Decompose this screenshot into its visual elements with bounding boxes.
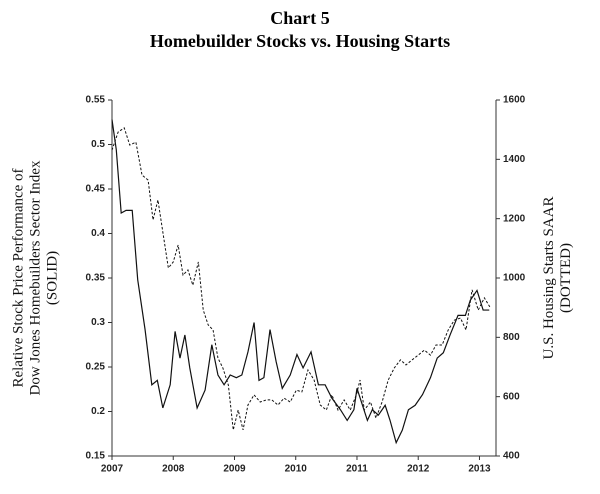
y2-axis-label: U.S. Housing Starts SAAR <box>541 197 557 360</box>
y-axis-label: Dow Jones Homebuilders Sector Index <box>27 160 43 395</box>
y-axis-label: (SOLID) <box>44 251 60 305</box>
y-tick-label: 0.4 <box>91 228 105 239</box>
y2-axis-label: (DOTTED) <box>558 243 574 313</box>
y2-tick-label: 400 <box>503 451 520 462</box>
y2-tick-label: 600 <box>503 391 520 402</box>
series-line <box>111 127 491 431</box>
chart-title: Chart 5 <box>270 8 330 28</box>
x-tick-label: 2012 <box>407 464 430 475</box>
y-tick-label: 0.3 <box>91 317 105 328</box>
x-tick-label: 2013 <box>468 464 491 475</box>
y-tick-label: 0.5 <box>91 139 105 150</box>
x-tick-label: 2011 <box>346 464 368 475</box>
y2-tick-label: 1000 <box>503 273 526 284</box>
series-line <box>111 119 490 445</box>
x-tick-label: 2010 <box>285 464 308 475</box>
x-tick-label: 2008 <box>162 464 185 475</box>
y-axis-label: Relative Stock Price Performance of <box>10 168 26 387</box>
y2-tick-label: 1400 <box>503 154 526 165</box>
y2-tick-label: 1600 <box>503 95 526 106</box>
x-tick-label: 2007 <box>101 464 124 475</box>
y-tick-label: 0.55 <box>86 95 106 106</box>
y-tick-label: 0.25 <box>86 362 106 373</box>
y-tick-label: 0.15 <box>86 451 106 462</box>
y-tick-label: 0.2 <box>91 406 105 417</box>
y2-tick-label: 1200 <box>503 213 526 224</box>
chart-subtitle: Homebuilder Stocks vs. Housing Starts <box>150 31 450 51</box>
y-tick-label: 0.45 <box>86 184 106 195</box>
y-tick-label: 0.35 <box>86 273 106 284</box>
x-tick-label: 2009 <box>223 464 246 475</box>
y2-tick-label: 800 <box>503 332 520 343</box>
